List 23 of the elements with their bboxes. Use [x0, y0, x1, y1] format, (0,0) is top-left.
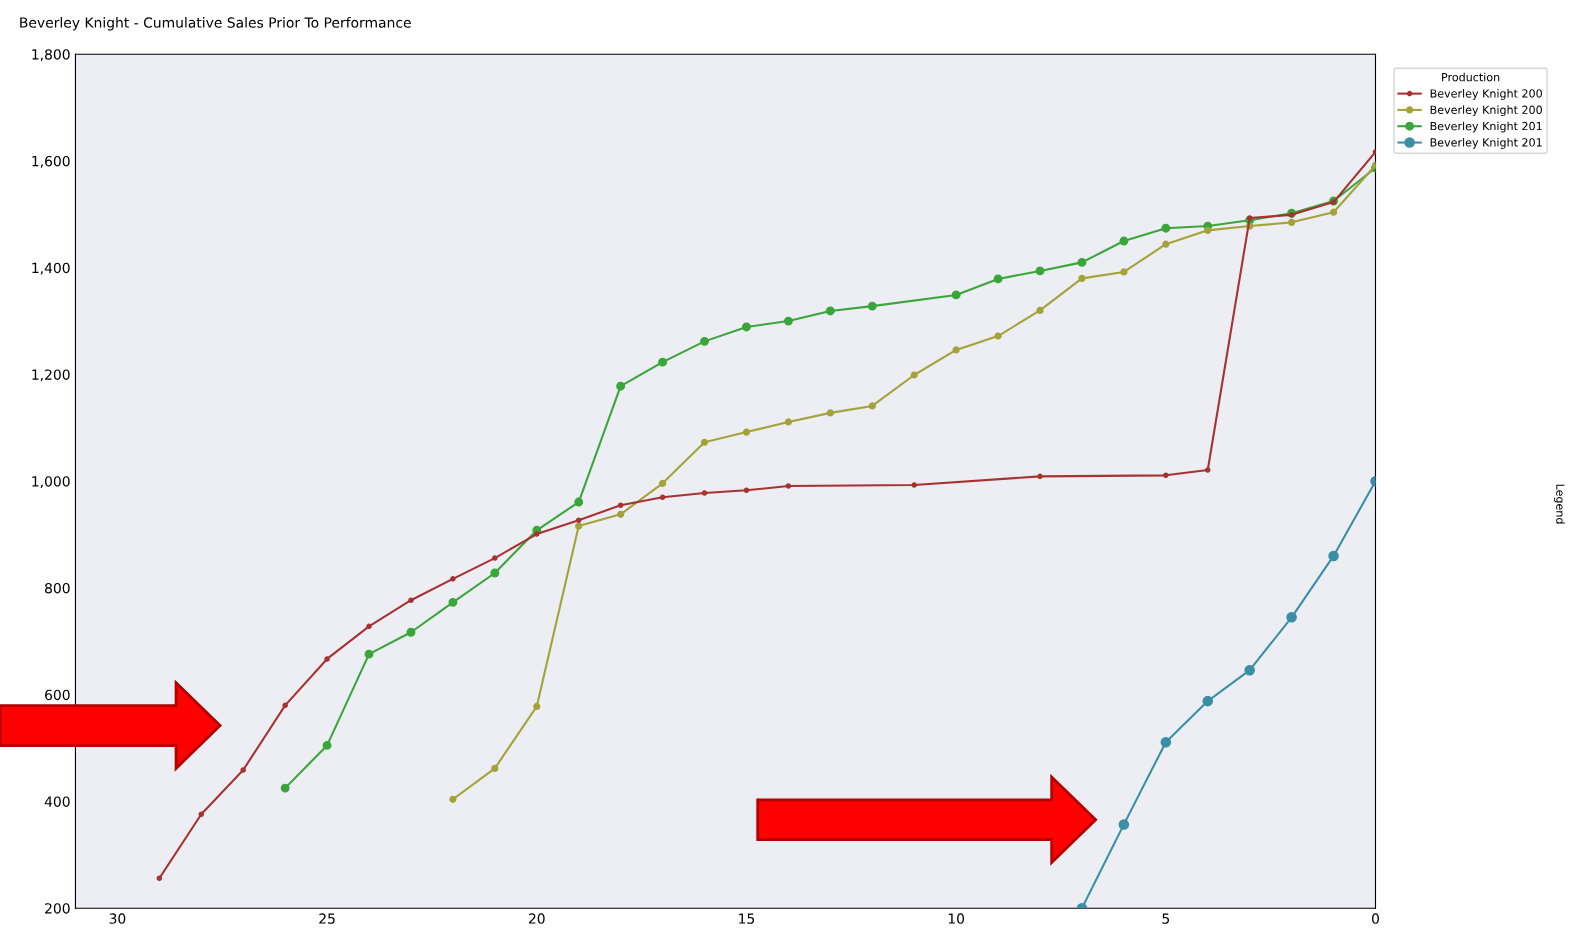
x-tick-label: 15 — [739, 913, 755, 924]
legend-label: Beverley Knight 200 — [1430, 89, 1542, 100]
y-tick-label: 1,000 — [32, 476, 70, 489]
y-tick-label: 600 — [45, 689, 70, 701]
x-tick-label: 20 — [528, 913, 545, 924]
text: Legend — [1554, 484, 1565, 524]
x-tick-label: 25 — [319, 913, 335, 924]
y-tick-label: 800 — [45, 582, 70, 594]
y-tick-label: 400 — [44, 796, 70, 807]
legend-label: Beverley Knight 200 — [1430, 105, 1542, 117]
legend-label: Beverley Knight 201 — [1430, 137, 1542, 149]
legend-label: Beverley Knight 201 — [1430, 121, 1542, 133]
x-tick-label: 0 — [1372, 913, 1379, 924]
y-tick-label: 1,600 — [32, 155, 70, 168]
chart-title: Beverley Knight - Cumulative Sales Prior To Performance — [20, 17, 411, 31]
y-tick-label: 1,400 — [32, 262, 70, 275]
y-tick-label: 1,800 — [32, 49, 70, 62]
x-tick-label: 5 — [1162, 913, 1170, 924]
y-tick-label: 1,200 — [32, 369, 70, 382]
x-tick-label: 30 — [109, 913, 126, 924]
x-tick-label: 10 — [948, 913, 965, 924]
y-tick-label: 200 — [45, 903, 70, 914]
legend-title: Production — [1442, 72, 1500, 82]
